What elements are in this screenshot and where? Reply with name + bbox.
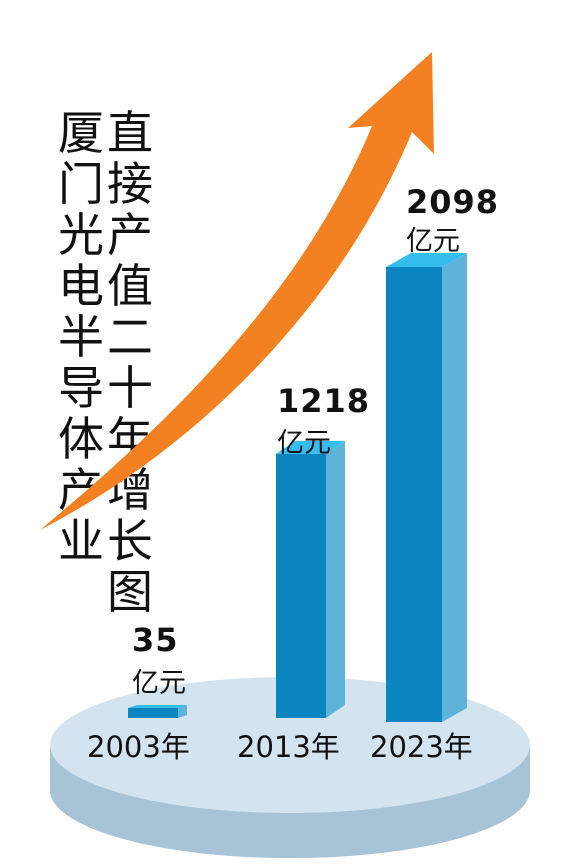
bar-2 (386, 253, 467, 722)
bar-side-2 (442, 253, 467, 722)
bar-0 (128, 705, 187, 718)
bar-front-1 (276, 453, 326, 718)
growth-arrow-layer (40, 52, 434, 530)
bar-top-1 (276, 440, 345, 454)
value-label-2: 2098 (406, 183, 499, 221)
category-label-0: 2003年 (87, 730, 190, 764)
growth-arrow (40, 52, 434, 530)
bar-1 (276, 440, 345, 718)
category-label-2: 2023年 (370, 730, 473, 764)
value-label-1: 1218 (277, 382, 370, 420)
labels-layer: 35 亿元 2003年 1218 亿元 2013年 2098 亿元 2023年 (87, 183, 499, 764)
category-label-1: 2013年 (237, 730, 340, 764)
bar-top-2 (386, 253, 467, 267)
bars-layer (128, 253, 467, 722)
bar-side-0 (178, 705, 187, 718)
bar-front-2 (386, 267, 442, 722)
value-label-0: 35 (132, 621, 179, 659)
bar-top-0 (128, 705, 187, 708)
bar-front-0 (128, 708, 178, 718)
unit-label-1: 亿元 (277, 428, 331, 459)
bar-side-1 (326, 440, 345, 718)
unit-label-2: 亿元 (406, 226, 460, 257)
unit-label-0: 亿元 (132, 668, 186, 699)
